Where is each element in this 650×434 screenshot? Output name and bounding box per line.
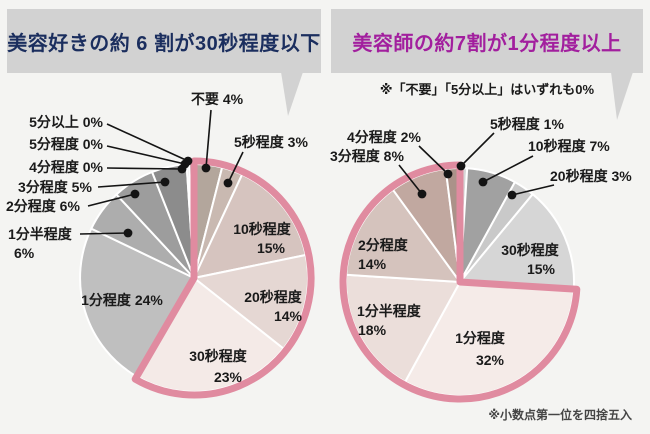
leader-dot: [223, 178, 233, 188]
leader-line: [87, 193, 136, 207]
leader-dot: [507, 190, 517, 200]
slice-label: 15%: [257, 240, 286, 256]
leader-line: [460, 132, 495, 167]
slice-label: 5分以上 0%: [29, 114, 103, 130]
slice-label: 15%: [527, 261, 556, 277]
slice-label: 23%: [214, 369, 243, 385]
slice-label: 5分程度 0%: [29, 136, 103, 152]
leader-line: [79, 232, 129, 235]
leader-line: [418, 145, 449, 175]
slice-label: 10秒程度: [233, 221, 292, 237]
left-chart-title-bubble: 美容好きの約 6 割が30秒程度以下: [7, 9, 321, 73]
right-chart-footnote: ※「不要」「5分以上」はいずれも0%: [379, 82, 595, 97]
slice-label: 6%: [14, 245, 35, 261]
leader-dot: [417, 189, 427, 199]
slice-label: 不要 4%: [191, 91, 244, 107]
highlight-ring: [131, 157, 315, 399]
slice-label: 14%: [274, 308, 303, 324]
slice-label: 30秒程度: [189, 348, 248, 364]
pie-slice-30秒程度: [459, 193, 576, 291]
slice-label: 30秒程度: [501, 242, 560, 258]
slice-label: 3分程度 5%: [18, 179, 92, 195]
slice-label: 1分程度: [455, 330, 506, 346]
slice-label: 5秒程度 3%: [234, 134, 308, 150]
right-bubble-tail: [611, 72, 633, 120]
right-chart-title: 美容師の約7割が1分程度以上: [352, 32, 622, 55]
slice-label: 4分程度 2%: [347, 129, 421, 145]
slice-label: 20秒程度 3%: [550, 168, 632, 184]
slice-label: 1分半程度: [8, 226, 73, 242]
leader-dot: [183, 156, 193, 166]
pie-slice-1分程度: [79, 227, 195, 378]
slice-label: 20秒程度: [244, 289, 303, 305]
slice-label: 10秒程度 7%: [528, 138, 610, 154]
leader-dot: [160, 177, 170, 187]
slice-label: 14%: [358, 256, 387, 272]
pie-chart-1: 5秒程度 1% 10秒程度 7% 20秒程度 3% 30秒程度 15% 1分程度 32% 1分…: [330, 116, 632, 403]
slice-label: 2分程度 6%: [6, 198, 80, 214]
leader-line: [106, 167, 183, 170]
slice-label: 3分程度 8%: [330, 148, 404, 164]
leader-line: [106, 145, 186, 165]
slice-label: 18%: [358, 322, 387, 338]
right-chart-title-bubble: 美容師の約7割が1分程度以上: [331, 9, 643, 73]
pie-chart-0: 不要 4% 5秒程度 3% 10秒程度 15% 20秒程度 14% 30秒程度 23% 1分程度…: [6, 91, 315, 399]
leader-dot: [201, 163, 211, 173]
leader-line: [97, 181, 166, 188]
leader-dot: [123, 228, 133, 238]
slice-label: 32%: [476, 352, 505, 368]
leader-line: [511, 184, 555, 196]
leader-line: [227, 151, 244, 184]
left-bubble-tail: [281, 72, 303, 116]
leader-dot: [130, 189, 140, 199]
slice-label: 2分程度: [358, 237, 409, 253]
rounding-footnote: ※小数点第一位を四捨五入: [488, 408, 632, 422]
leader-line: [106, 123, 189, 162]
leader-line: [398, 164, 423, 195]
leader-line: [205, 109, 212, 169]
slice-label: 1分程度 24%: [81, 292, 163, 308]
leader-dot: [456, 161, 466, 171]
highlight-ring: [339, 161, 581, 403]
slice-label: 5秒程度 1%: [490, 116, 564, 132]
left-chart-title: 美容好きの約 6 割が30秒程度以下: [7, 32, 321, 55]
slice-label: 4分程度 0%: [29, 159, 103, 175]
leader-dot: [478, 177, 488, 187]
leader-dot: [443, 169, 453, 179]
slice-label: 1分半程度: [357, 303, 422, 319]
leader-line: [482, 155, 534, 183]
